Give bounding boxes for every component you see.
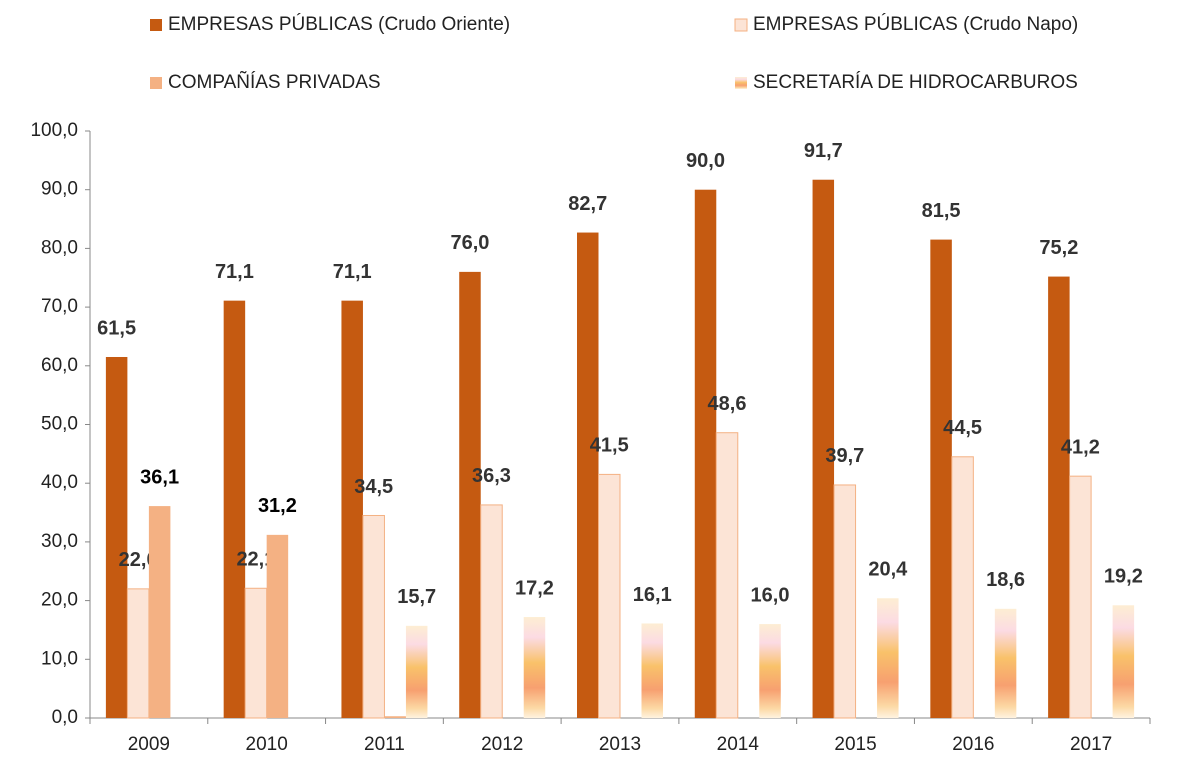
bar bbox=[384, 716, 406, 718]
bar bbox=[1048, 276, 1070, 718]
value-label: 16,1 bbox=[633, 584, 672, 606]
y-tick-label: 40,0 bbox=[41, 472, 78, 493]
legend-label: EMPRESAS PÚBLICAS (Crudo Napo) bbox=[753, 13, 1078, 35]
bar bbox=[759, 624, 781, 718]
y-tick-label: 90,0 bbox=[41, 179, 78, 200]
value-label: 91,7 bbox=[804, 140, 843, 162]
legend-label: EMPRESAS PÚBLICAS (Crudo Oriente) bbox=[168, 13, 510, 35]
legend-swatch bbox=[734, 18, 748, 32]
y-tick-label: 20,0 bbox=[41, 590, 78, 611]
value-label: 90,0 bbox=[686, 150, 725, 172]
y-tick-label: 80,0 bbox=[41, 237, 78, 258]
bar bbox=[266, 534, 289, 718]
bar bbox=[877, 598, 899, 718]
value-label: 75,2 bbox=[1039, 237, 1078, 259]
value-label: 81,5 bbox=[922, 200, 961, 222]
bar bbox=[105, 356, 128, 718]
bar bbox=[480, 504, 503, 719]
value-label: 16,0 bbox=[751, 584, 790, 606]
bar bbox=[405, 625, 428, 718]
legend-swatch bbox=[150, 19, 162, 31]
y-tick-label: 0,0 bbox=[52, 707, 78, 728]
x-tick-label: 2009 bbox=[128, 734, 170, 755]
x-tick-label: 2010 bbox=[246, 734, 288, 755]
legend-label: COMPAÑÍAS PRIVADAS bbox=[168, 71, 381, 93]
bar bbox=[598, 473, 621, 719]
x-tick-label: 2014 bbox=[717, 734, 760, 755]
y-tick-label: 30,0 bbox=[41, 531, 78, 552]
value-label: 31,2 bbox=[258, 495, 297, 517]
bar bbox=[833, 484, 857, 719]
value-label: 41,5 bbox=[590, 435, 629, 457]
bar bbox=[341, 300, 363, 718]
bar bbox=[577, 232, 599, 718]
bar bbox=[459, 271, 481, 718]
value-label: 44,5 bbox=[943, 417, 982, 439]
value-label: 61,5 bbox=[97, 317, 136, 339]
bar bbox=[951, 456, 974, 719]
value-label: 76,0 bbox=[451, 232, 490, 254]
value-label: 22,0 bbox=[119, 549, 158, 571]
legend-swatch bbox=[150, 77, 162, 89]
bar bbox=[1112, 605, 1135, 718]
value-label: 19,2 bbox=[1104, 566, 1143, 588]
bar bbox=[694, 189, 717, 718]
x-tick-label: 2015 bbox=[834, 734, 876, 755]
value-label: 15,7 bbox=[397, 586, 436, 608]
bar bbox=[126, 588, 150, 719]
legend-label: SECRETARÍA DE HIDROCARBUROS bbox=[753, 72, 1078, 93]
value-label: 20,4 bbox=[868, 559, 908, 581]
value-label: 36,1 bbox=[140, 466, 179, 488]
x-tick-label: 2012 bbox=[481, 734, 523, 755]
x-tick-label: 2017 bbox=[1070, 734, 1112, 755]
x-tick-label: 2011 bbox=[364, 734, 405, 755]
bar bbox=[715, 432, 739, 719]
y-tick-label: 60,0 bbox=[41, 355, 78, 376]
bar bbox=[148, 506, 171, 718]
value-label: 34,5 bbox=[354, 476, 393, 498]
bar bbox=[1069, 475, 1092, 719]
y-tick-label: 50,0 bbox=[41, 414, 78, 435]
bar bbox=[244, 587, 268, 719]
value-label: 39,7 bbox=[825, 445, 864, 467]
legend-swatch bbox=[735, 77, 747, 89]
bar bbox=[812, 179, 835, 718]
y-tick-label: 10,0 bbox=[41, 648, 78, 669]
value-label: 41,2 bbox=[1061, 436, 1100, 458]
bar bbox=[994, 608, 1017, 718]
bar bbox=[223, 300, 246, 718]
value-label: 48,6 bbox=[708, 393, 747, 415]
value-label: 71,1 bbox=[333, 261, 372, 283]
bar bbox=[641, 623, 663, 718]
y-tick-label: 100,0 bbox=[30, 120, 78, 141]
value-label: 71,1 bbox=[215, 261, 254, 283]
y-tick-label: 70,0 bbox=[41, 296, 78, 317]
value-label: 82,7 bbox=[568, 193, 607, 215]
value-label: 17,2 bbox=[515, 577, 554, 599]
value-label: 36,3 bbox=[472, 465, 511, 487]
value-label: 22,1 bbox=[236, 549, 275, 571]
bar bbox=[362, 514, 385, 719]
value-label: 18,6 bbox=[986, 569, 1025, 591]
x-tick-label: 2016 bbox=[952, 734, 994, 755]
bar bbox=[523, 617, 546, 718]
bar bbox=[930, 239, 952, 718]
x-tick-label: 2013 bbox=[599, 734, 641, 755]
